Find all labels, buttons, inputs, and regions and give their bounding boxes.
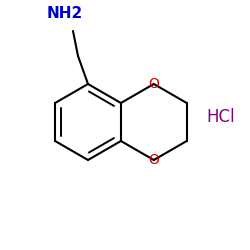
Text: O: O <box>148 77 159 91</box>
Text: O: O <box>148 153 159 167</box>
Text: NH2: NH2 <box>47 6 83 21</box>
Text: HCl: HCl <box>207 108 236 126</box>
